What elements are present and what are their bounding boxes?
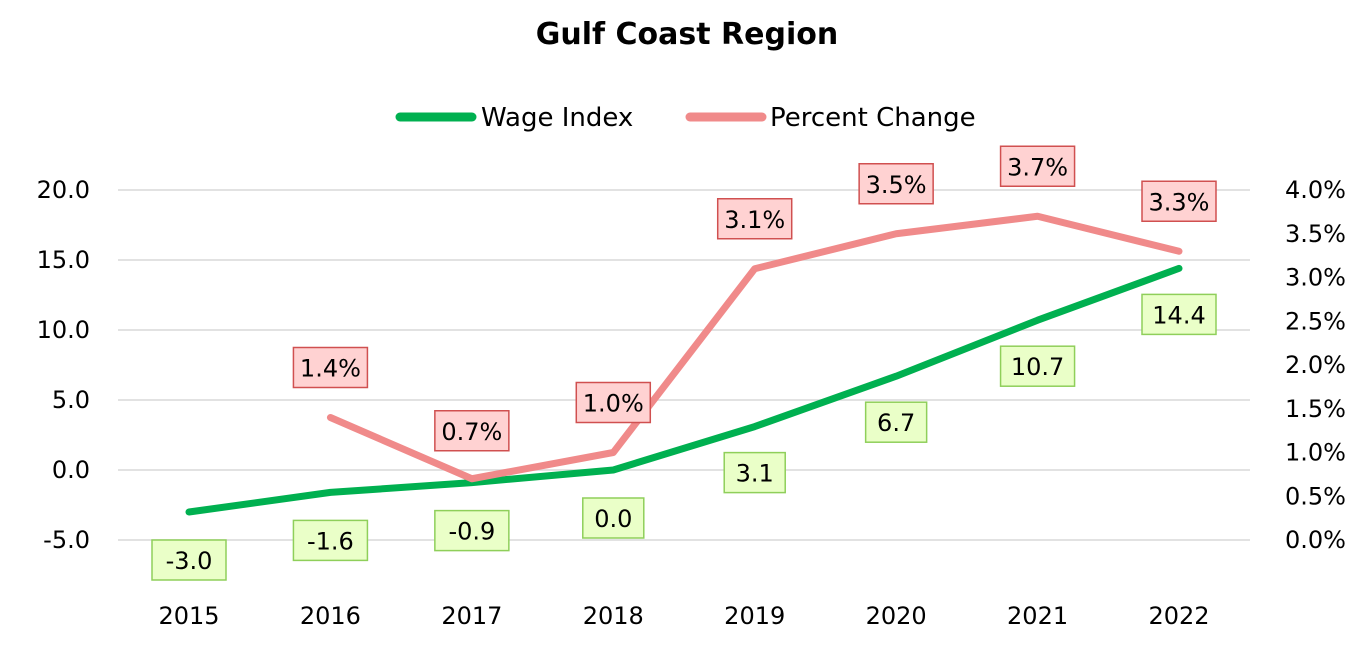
- data-label-box: [999, 145, 1076, 187]
- data-label-text: 3.3%: [1149, 188, 1210, 216]
- data-label-box: [858, 163, 934, 205]
- data-label-box: [292, 346, 369, 389]
- right-tick-label: 0.5%: [1285, 482, 1346, 510]
- series-lines: [185, 212, 1183, 516]
- left-tick-label: 0.0: [52, 456, 90, 484]
- data-label-box: [434, 509, 510, 552]
- data-label-box: [575, 381, 652, 424]
- x-tick-label: 2017: [441, 602, 502, 630]
- data-label: 14.4: [1141, 293, 1217, 336]
- data-label: -1.6: [292, 519, 369, 562]
- data-label: 0.0: [582, 497, 645, 539]
- left-tick-label: 15.0: [37, 246, 90, 274]
- data-label: 1.0%: [575, 381, 652, 424]
- left-tick-label: 10.0: [37, 316, 90, 344]
- data-label-text: 3.5%: [866, 171, 927, 199]
- data-label: -0.9: [434, 509, 510, 552]
- data-label: 3.1: [723, 451, 786, 494]
- chart-title: Gulf Coast Region: [536, 17, 838, 52]
- data-label: 6.7: [864, 401, 928, 443]
- data-label-text: 1.4%: [300, 355, 361, 383]
- right-tick-label: 1.0%: [1285, 439, 1346, 467]
- data-label-text: 1.0%: [583, 390, 644, 418]
- x-axis: 2015 2016 2017 2018 2019 2020 2021 2022: [158, 602, 1209, 630]
- legend-label-percent-change: Percent Change: [770, 103, 976, 133]
- data-label-box: [999, 345, 1076, 387]
- data-label-text: 3.1%: [724, 206, 785, 234]
- left-tick-label: 20.0: [37, 176, 90, 204]
- data-label-text: 14.4: [1152, 301, 1205, 329]
- legend: Wage Index Percent Change: [395, 103, 976, 133]
- data-label-text: 0.0: [594, 505, 632, 533]
- right-tick-label: 2.0%: [1285, 351, 1346, 379]
- data-label-text: -0.9: [448, 518, 495, 546]
- data-labels: -3.0 -1.6 -0.9 0.0 3.1 6.7 10.7 14.4 1.4% 0.7% 1.0…: [151, 145, 1217, 581]
- data-label-box: [292, 519, 369, 562]
- right-tick-label: 0.0%: [1285, 526, 1346, 554]
- data-label-text: 10.7: [1011, 353, 1064, 381]
- data-label: 1.4%: [292, 346, 369, 389]
- data-label-box: [1141, 293, 1217, 336]
- right-tick-label: 3.5%: [1285, 220, 1346, 248]
- data-label-box: [716, 198, 793, 240]
- right-tick-label: 3.0%: [1285, 264, 1346, 292]
- x-tick-label: 2022: [1148, 602, 1209, 630]
- x-tick-label: 2015: [158, 602, 219, 630]
- data-label-box: [434, 410, 510, 452]
- data-label: 3.1%: [716, 198, 793, 240]
- series-line-percent-change: [326, 212, 1183, 483]
- data-label-box: [864, 401, 928, 443]
- data-label-text: -3.0: [166, 547, 213, 575]
- right-tick-label: 1.5%: [1285, 395, 1346, 423]
- data-label: 3.3%: [1141, 180, 1217, 222]
- data-label-text: 3.7%: [1007, 153, 1068, 181]
- data-label: 3.7%: [999, 145, 1076, 187]
- data-label: -3.0: [151, 539, 227, 581]
- data-label: 10.7: [999, 345, 1076, 387]
- data-label-box: [723, 451, 786, 494]
- data-label-text: -1.6: [307, 527, 354, 555]
- right-tick-label: 2.5%: [1285, 307, 1346, 335]
- x-tick-label: 2019: [724, 602, 785, 630]
- left-axis: -5.0 0.0 5.0 10.0 15.0 20.0: [37, 176, 90, 554]
- left-tick-label: -5.0: [43, 526, 90, 554]
- x-tick-label: 2016: [300, 602, 361, 630]
- data-label-box: [151, 539, 227, 581]
- right-tick-label: 4.0%: [1285, 176, 1346, 204]
- data-label-box: [1141, 180, 1217, 222]
- data-label-text: 6.7: [877, 409, 915, 437]
- x-tick-label: 2021: [1007, 602, 1068, 630]
- data-label: 0.7%: [434, 410, 510, 452]
- data-label-text: 0.7%: [441, 418, 502, 446]
- right-axis: 0.0% 0.5% 1.0% 1.5% 2.0% 2.5% 3.0% 3.5% 4.0%: [1285, 176, 1346, 554]
- legend-label-wage-index: Wage Index: [481, 103, 633, 133]
- data-label-text: 3.1: [736, 460, 774, 488]
- series-line-wage-index: [185, 264, 1183, 516]
- x-tick-label: 2018: [583, 602, 644, 630]
- left-tick-label: 5.0: [52, 386, 90, 414]
- data-label-box: [582, 497, 645, 539]
- x-tick-label: 2020: [866, 602, 927, 630]
- data-label: 3.5%: [858, 163, 934, 205]
